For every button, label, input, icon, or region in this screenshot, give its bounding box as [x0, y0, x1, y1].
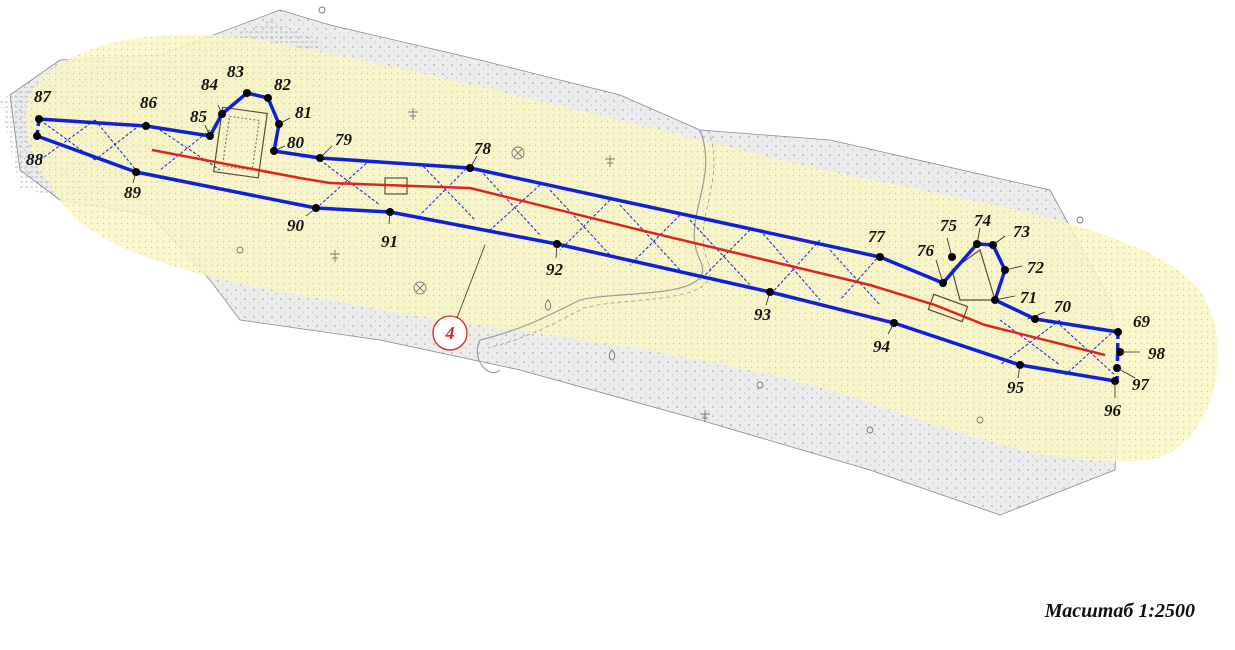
point-label-94: 94: [873, 337, 890, 356]
point-label-97: 97: [1132, 375, 1151, 394]
point-label-73: 73: [1013, 222, 1031, 241]
point-marker: [243, 89, 251, 97]
point-marker: [876, 253, 884, 261]
point-label-89: 89: [124, 183, 142, 202]
parcel-number-label: 4: [445, 323, 455, 343]
point-marker: [142, 122, 150, 130]
point-label-74: 74: [974, 211, 991, 230]
point-label-70: 70: [1054, 297, 1072, 316]
point-marker: [1114, 328, 1122, 336]
point-label-95: 95: [1007, 378, 1025, 397]
point-label-86: 86: [140, 93, 158, 112]
point-marker: [264, 94, 272, 102]
point-label-75: 75: [940, 216, 958, 235]
point-label-88: 88: [26, 150, 44, 169]
point-label-87: 87: [34, 87, 53, 106]
point-label-77: 77: [868, 227, 887, 246]
point-label-79: 79: [335, 130, 353, 149]
point-label-71: 71: [1020, 288, 1037, 307]
point-label-76: 76: [917, 241, 935, 260]
point-label-83: 83: [227, 62, 245, 81]
point-label-69: 69: [1133, 312, 1151, 331]
point-label-90: 90: [287, 216, 305, 235]
point-label-72: 72: [1027, 258, 1045, 277]
point-label-98: 98: [1148, 344, 1166, 363]
point-label-92: 92: [546, 260, 564, 279]
point-label-91: 91: [381, 232, 398, 251]
point-marker: [33, 132, 41, 140]
scale-label: Масштаб 1:2500: [1045, 600, 1195, 623]
point-label-80: 80: [287, 133, 305, 152]
point-label-82: 82: [274, 75, 292, 94]
point-label-84: 84: [201, 75, 218, 94]
point-label-81: 81: [295, 103, 312, 122]
point-label-93: 93: [754, 305, 772, 324]
point-label-85: 85: [190, 107, 208, 126]
point-label-96: 96: [1104, 401, 1122, 420]
point-label-78: 78: [474, 139, 492, 158]
point-marker: [35, 115, 43, 123]
